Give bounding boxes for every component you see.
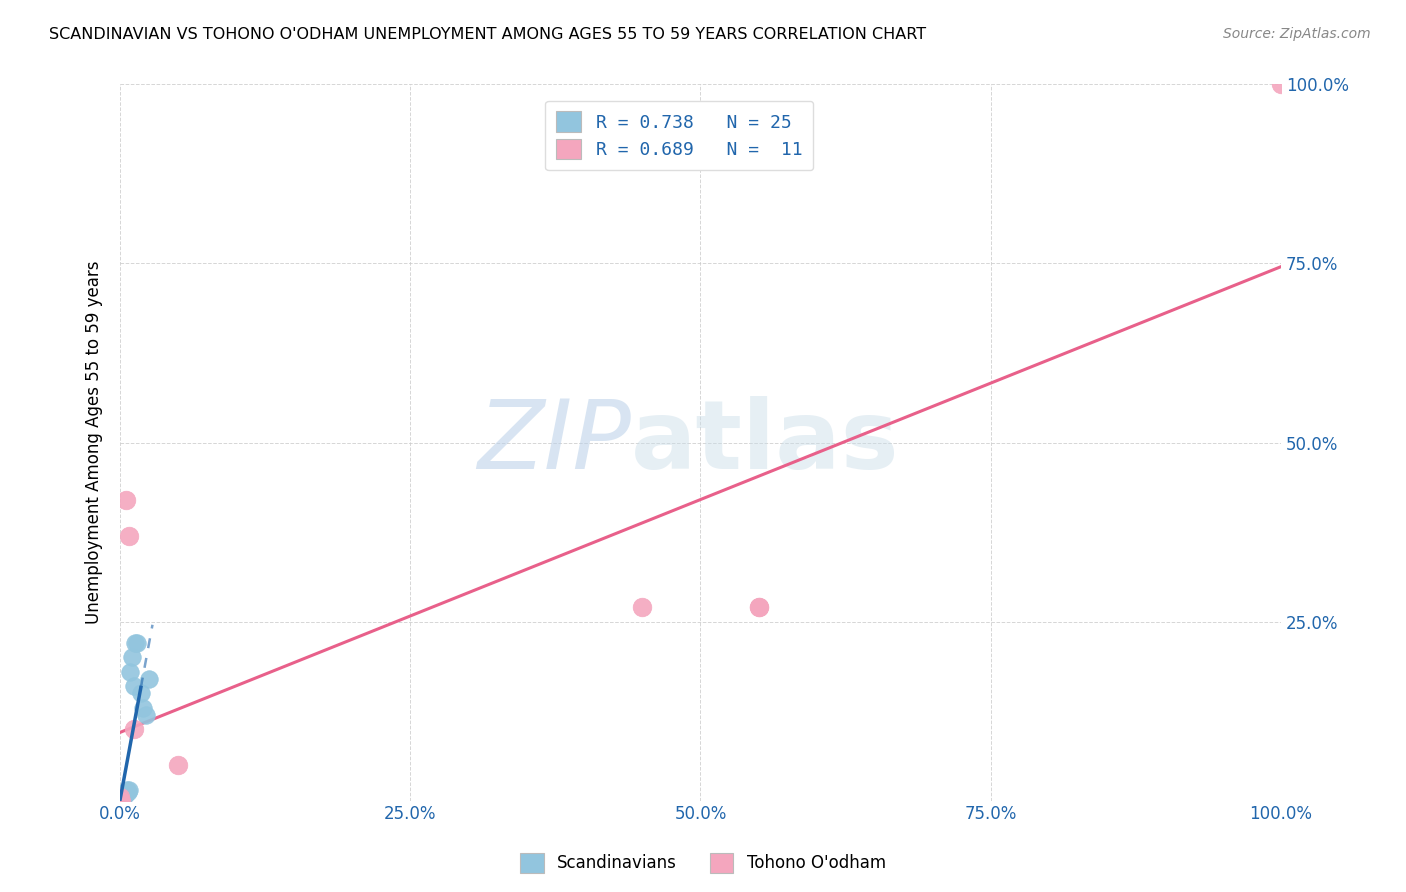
Point <box>138 672 160 686</box>
Point <box>129 686 152 700</box>
Point <box>120 665 142 679</box>
Point <box>747 600 769 615</box>
Point <box>118 528 141 542</box>
Point <box>108 794 131 808</box>
Text: Source: ZipAtlas.com: Source: ZipAtlas.com <box>1223 27 1371 41</box>
Legend: Scandinavians, Tohono O'odham: Scandinavians, Tohono O'odham <box>513 847 893 880</box>
Point <box>167 757 190 772</box>
Text: ZIP: ZIP <box>477 396 631 489</box>
Point <box>122 722 145 736</box>
Point <box>108 794 131 808</box>
Point <box>134 707 156 722</box>
Point <box>1270 78 1292 92</box>
Point <box>114 492 136 507</box>
Point <box>108 794 131 808</box>
Y-axis label: Unemployment Among Ages 55 to 59 years: Unemployment Among Ages 55 to 59 years <box>86 260 103 624</box>
Point <box>111 790 134 805</box>
Point <box>115 783 138 797</box>
Text: SCANDINAVIAN VS TOHONO O'ODHAM UNEMPLOYMENT AMONG AGES 55 TO 59 YEARS CORRELATIO: SCANDINAVIAN VS TOHONO O'ODHAM UNEMPLOYM… <box>49 27 927 42</box>
Point <box>112 787 135 801</box>
Point <box>132 700 155 714</box>
Point <box>124 636 146 650</box>
Legend: R = 0.738   N = 25, R = 0.689   N =  11: R = 0.738 N = 25, R = 0.689 N = 11 <box>546 101 813 170</box>
Point <box>117 785 139 799</box>
Point <box>121 650 143 665</box>
Point <box>747 600 769 615</box>
Point <box>108 793 131 807</box>
Point <box>110 791 132 805</box>
Point <box>112 790 135 805</box>
Point <box>127 636 149 650</box>
Point <box>110 794 132 808</box>
Point <box>110 794 132 808</box>
Point <box>111 790 134 805</box>
Point <box>114 787 136 801</box>
Point <box>108 790 131 805</box>
Point <box>122 679 145 693</box>
Text: atlas: atlas <box>631 396 900 489</box>
Point <box>108 792 131 806</box>
Point <box>118 783 141 797</box>
Point <box>114 788 136 802</box>
Point <box>108 794 131 808</box>
Point <box>631 600 654 615</box>
